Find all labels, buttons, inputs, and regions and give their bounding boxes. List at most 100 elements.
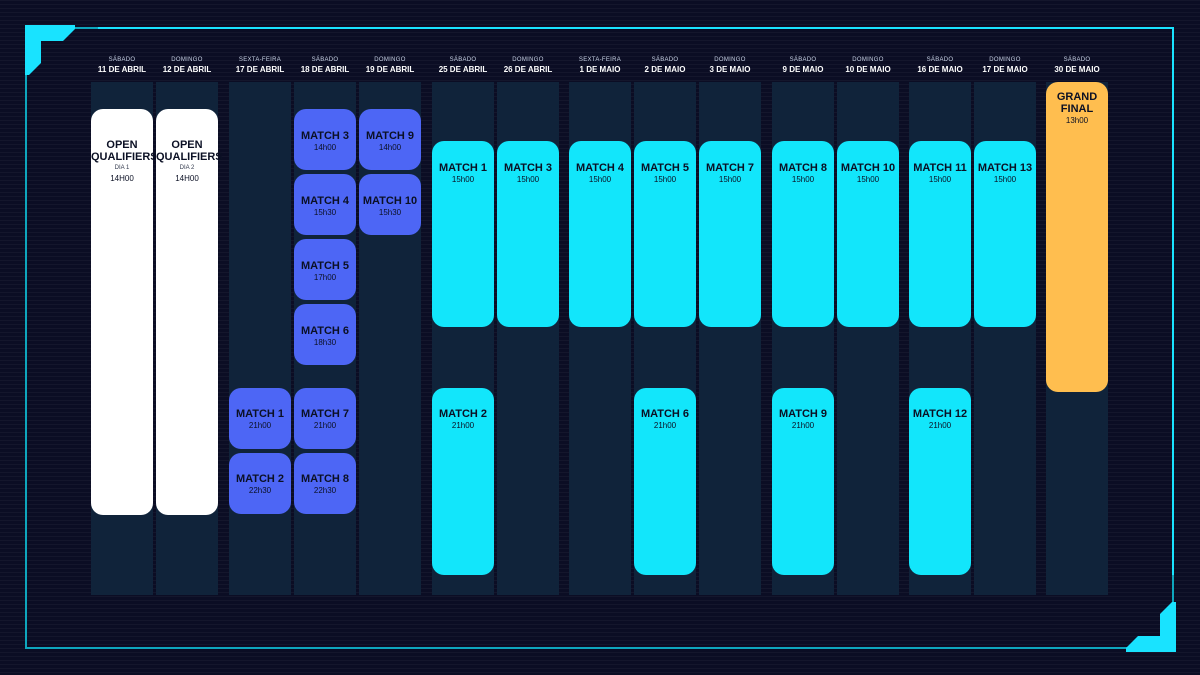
- card-title: MATCH 4: [575, 162, 625, 174]
- corner-bracket-icon: [1126, 602, 1176, 652]
- card-title: MATCH 2: [438, 408, 488, 420]
- card-title: MATCH 5: [640, 162, 690, 174]
- column-header: SÁBADO 2 DE MAIO: [634, 56, 696, 75]
- match-card[interactable]: MATCH 7 15h00: [699, 141, 761, 327]
- match-card[interactable]: MATCH 3 15h00: [497, 141, 559, 327]
- column-bg: [229, 82, 291, 595]
- card-time: 21h00: [653, 421, 677, 430]
- column-header: SÁBADO 16 DE MAIO: [909, 56, 971, 75]
- corner-bracket-icon: [25, 25, 75, 75]
- column-header: SÁBADO 30 DE MAIO: [1046, 56, 1108, 75]
- card-title: MATCH 2: [235, 473, 285, 485]
- match-card[interactable]: MATCH 13 15h00: [974, 141, 1036, 327]
- card-time: 15h30: [313, 208, 337, 217]
- card-subtitle: DIA 1: [114, 165, 130, 171]
- card-title: MATCH 6: [640, 408, 690, 420]
- day-label: DOMINGO: [714, 57, 746, 63]
- day-label: SEXTA-FEIRA: [238, 57, 282, 63]
- card-time: 17h00: [313, 273, 337, 282]
- column-header: DOMINGO 19 DE ABRIL: [359, 56, 421, 75]
- card-time: 15h00: [588, 175, 612, 184]
- frame-accent-top: [98, 27, 1172, 29]
- card-time: 15h00: [718, 175, 742, 184]
- match-card[interactable]: MATCH 8 22h30: [294, 453, 356, 514]
- card-time: 15h00: [993, 175, 1017, 184]
- card-title: MATCH 9: [365, 130, 415, 142]
- card-time: 18h30: [313, 338, 337, 347]
- match-card[interactable]: MATCH 4 15h30: [294, 174, 356, 235]
- card-time: 21h00: [928, 421, 952, 430]
- grand-final-card[interactable]: GRAND FINAL 13h00: [1046, 82, 1108, 392]
- card-time: 21h00: [451, 421, 475, 430]
- column-header: DOMINGO 10 DE MAIO: [837, 56, 899, 75]
- column-header: DOMINGO 12 DE ABRIL: [156, 56, 218, 75]
- match-card[interactable]: MATCH 11 15h00: [909, 141, 971, 327]
- card-title: MATCH 12: [912, 408, 968, 420]
- card-time: 21h00: [313, 421, 337, 430]
- date-label: 12 DE ABRIL: [162, 65, 212, 74]
- day-label: DOMINGO: [171, 57, 203, 63]
- card-time: 14H00: [175, 174, 199, 183]
- match-card[interactable]: MATCH 10 15h30: [359, 174, 421, 235]
- card-time: 15h00: [653, 175, 677, 184]
- card-time: 14h00: [378, 143, 402, 152]
- match-card[interactable]: MATCH 8 15h00: [772, 141, 834, 327]
- card-time: 15h00: [451, 175, 475, 184]
- match-card[interactable]: MATCH 2 21h00: [432, 388, 494, 575]
- day-label: SEXTA-FEIRA: [578, 57, 622, 63]
- day-label: DOMINGO: [374, 57, 406, 63]
- card-title: MATCH 8: [778, 162, 828, 174]
- card-title: OPEN QUALIFIERS: [156, 139, 223, 163]
- match-card[interactable]: MATCH 10 15h00: [837, 141, 899, 327]
- match-card[interactable]: MATCH 1 21h00: [229, 388, 291, 449]
- column-header: SEXTA-FEIRA 17 DE ABRIL: [229, 56, 291, 75]
- day-label: DOMINGO: [512, 57, 544, 63]
- column-header: SÁBADO 9 DE MAIO: [772, 56, 834, 75]
- card-title: MATCH 7: [705, 162, 755, 174]
- column-header: SÁBADO 25 DE ABRIL: [432, 56, 494, 75]
- match-card[interactable]: MATCH 1 15h00: [432, 141, 494, 327]
- card-time: 22h30: [248, 486, 272, 495]
- card-time: 14H00: [110, 174, 134, 183]
- card-time: 13h00: [1065, 116, 1089, 125]
- open-qualifiers-card[interactable]: OPEN QUALIFIERS DIA 1 14H00: [91, 109, 158, 515]
- open-qualifiers-card[interactable]: OPEN QUALIFIERS DIA 2 14H00: [156, 109, 223, 515]
- card-title: MATCH 11: [913, 162, 967, 174]
- date-label: 9 DE MAIO: [782, 65, 824, 74]
- match-card[interactable]: MATCH 6 18h30: [294, 304, 356, 365]
- match-card[interactable]: MATCH 4 15h00: [569, 141, 631, 327]
- card-title: MATCH 4: [300, 195, 350, 207]
- column-header: SÁBADO 11 DE ABRIL: [91, 56, 153, 75]
- date-label: 19 DE ABRIL: [365, 65, 415, 74]
- date-label: 10 DE MAIO: [845, 65, 891, 74]
- card-subtitle: DIA 2: [179, 165, 195, 171]
- match-card[interactable]: MATCH 7 21h00: [294, 388, 356, 449]
- match-card[interactable]: MATCH 12 21h00: [909, 388, 971, 575]
- card-title: MATCH 5: [300, 260, 350, 272]
- card-title: MATCH 1: [235, 408, 285, 420]
- card-title: MATCH 9: [778, 408, 828, 420]
- match-card[interactable]: MATCH 6 21h00: [634, 388, 696, 575]
- frame-accent-right: [1172, 27, 1174, 575]
- match-card[interactable]: MATCH 2 22h30: [229, 453, 291, 514]
- card-title: MATCH 7: [300, 408, 350, 420]
- match-card[interactable]: MATCH 9 21h00: [772, 388, 834, 575]
- match-card[interactable]: MATCH 5 17h00: [294, 239, 356, 300]
- date-label: 1 DE MAIO: [579, 65, 621, 74]
- date-label: 17 DE MAIO: [982, 65, 1028, 74]
- card-title: MATCH 3: [300, 130, 350, 142]
- date-label: 17 DE ABRIL: [235, 65, 285, 74]
- match-card[interactable]: MATCH 3 14h00: [294, 109, 356, 170]
- date-label: 30 DE MAIO: [1054, 65, 1100, 74]
- column-header: DOMINGO 3 DE MAIO: [699, 56, 761, 75]
- column-header: DOMINGO 17 DE MAIO: [974, 56, 1036, 75]
- card-time: 22h30: [313, 486, 337, 495]
- day-label: SÁBADO: [449, 57, 477, 63]
- match-card[interactable]: MATCH 5 15h00: [634, 141, 696, 327]
- card-time: 14h00: [313, 143, 337, 152]
- date-label: 25 DE ABRIL: [438, 65, 488, 74]
- card-title: MATCH 1: [438, 162, 488, 174]
- date-label: 3 DE MAIO: [709, 65, 751, 74]
- date-label: 26 DE ABRIL: [503, 65, 553, 74]
- match-card[interactable]: MATCH 9 14h00: [359, 109, 421, 170]
